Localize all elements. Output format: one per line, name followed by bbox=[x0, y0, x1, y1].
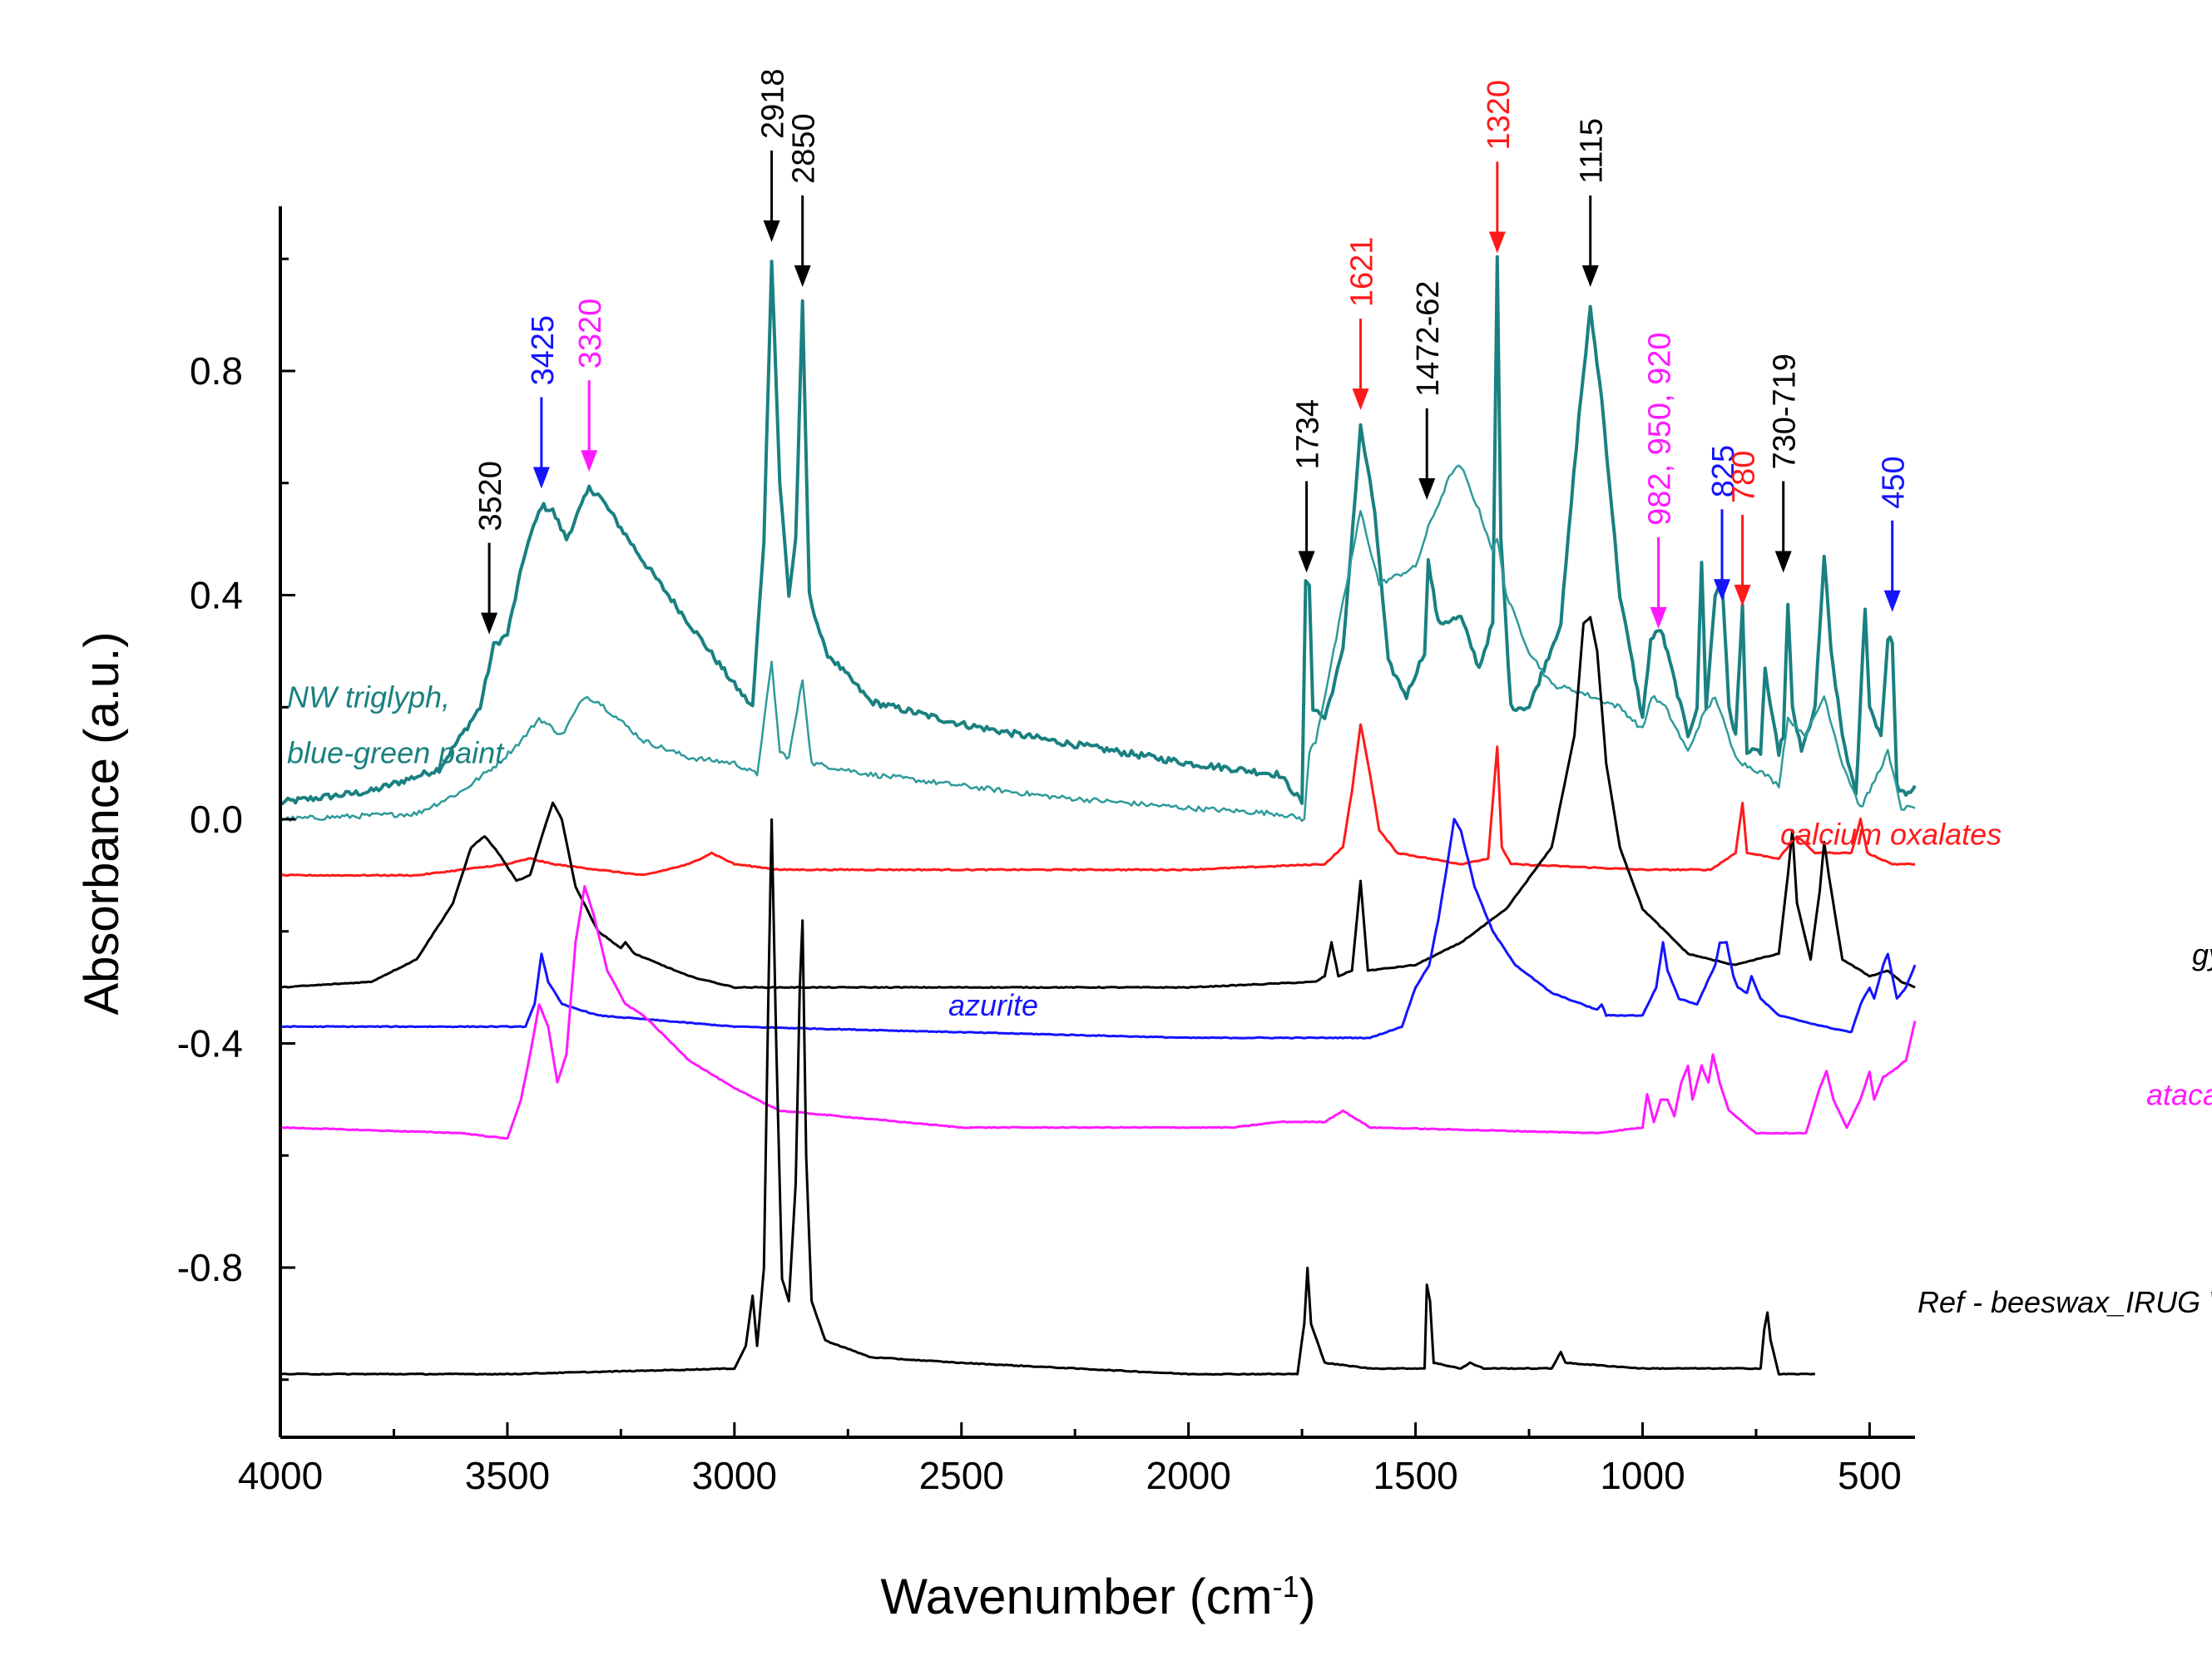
curve-label: atacamite bbox=[2146, 1078, 2212, 1112]
series-layer bbox=[279, 255, 1917, 1376]
annotation-arrow-head bbox=[581, 450, 598, 472]
curve-labels: calcium oxalates gypsum azurite atacamite Re… bbox=[287, 680, 2212, 1319]
peak-label: 2850 bbox=[787, 113, 822, 184]
curve-label: blue-green paint bbox=[287, 736, 505, 770]
annotation-arrow-head bbox=[1883, 590, 1901, 612]
series-line-2 bbox=[280, 723, 1916, 877]
peak-label: 1472-62 bbox=[1411, 280, 1446, 396]
peak-label: 450 bbox=[1877, 456, 1912, 508]
ticks: 4000 3500 3000 2500 2000 1500 1000 500 0.8 0.4 0.0… bbox=[177, 257, 1902, 1497]
annotation-arrow-head bbox=[1488, 231, 1506, 254]
x-tick-label: 500 bbox=[1838, 1454, 1902, 1497]
peak-label: 3425 bbox=[526, 315, 561, 386]
y-axis-title: Absorbance (a.u.) bbox=[75, 631, 129, 1015]
x-tick-label: 1000 bbox=[1600, 1454, 1685, 1497]
series-line-5 bbox=[280, 885, 1917, 1140]
annotation-arrow-head bbox=[1774, 551, 1792, 573]
x-axis-title-sup: -1 bbox=[1273, 1570, 1299, 1604]
curve-label: azurite bbox=[948, 988, 1038, 1022]
peak-label: 1734 bbox=[1291, 399, 1326, 470]
curve-label: calcium oxalates bbox=[1780, 817, 2002, 851]
y-tick-label: -0.4 bbox=[177, 1022, 243, 1065]
series-line-0 bbox=[279, 255, 1917, 805]
x-tick-label: 2500 bbox=[919, 1454, 1004, 1497]
x-tick-label: 4000 bbox=[238, 1454, 323, 1497]
series-line-6 bbox=[280, 818, 1815, 1376]
x-axis-title-main: Wavenumber (cm bbox=[880, 1569, 1272, 1624]
series-line-3 bbox=[280, 615, 1916, 990]
peak-label: 730-719 bbox=[1768, 353, 1803, 469]
annotation-arrow-head bbox=[1418, 477, 1436, 500]
x-tick-label: 3500 bbox=[465, 1454, 550, 1497]
annotation-arrow-head bbox=[1352, 388, 1369, 411]
series-line-4 bbox=[280, 818, 1917, 1040]
x-axis-title-close: ) bbox=[1299, 1569, 1316, 1624]
series-line-1 bbox=[280, 464, 1916, 823]
annotation-arrow-head bbox=[1650, 606, 1667, 629]
annotation-arrow-head bbox=[481, 612, 498, 635]
annotation-arrow-head bbox=[532, 467, 550, 489]
x-axis-title: Wavenumber (cm-1) bbox=[880, 1569, 1315, 1624]
peak-label: 780 bbox=[1727, 451, 1762, 503]
annotation-arrow-head bbox=[1734, 584, 1751, 606]
peak-label: 3520 bbox=[473, 461, 508, 531]
peak-label: 982, 950, 920 bbox=[1643, 332, 1678, 525]
y-tick-label: 0.8 bbox=[190, 349, 243, 393]
x-tick-label: 1500 bbox=[1373, 1454, 1457, 1497]
annotation-arrow-head bbox=[1581, 264, 1599, 287]
peak-label: 1115 bbox=[1575, 118, 1610, 184]
peak-label: 1320 bbox=[1482, 80, 1517, 151]
y-tick-label: 0.4 bbox=[190, 574, 243, 617]
annotation-arrow-head bbox=[1298, 551, 1315, 573]
annotation-arrow-head bbox=[763, 220, 780, 243]
peak-label: 2918 bbox=[756, 68, 791, 139]
curve-label: gypsum bbox=[2192, 937, 2212, 971]
curve-label: NW triglyph, bbox=[287, 680, 450, 714]
y-tick-label: -0.8 bbox=[177, 1246, 243, 1289]
peak-label: 1621 bbox=[1345, 237, 1380, 308]
x-tick-label: 3000 bbox=[692, 1454, 777, 1497]
curve-label: Ref - beeswax_IRUG WX07 bbox=[1918, 1285, 2212, 1319]
peak-label: 825 bbox=[1706, 445, 1741, 497]
y-tick-label: 0.0 bbox=[190, 798, 243, 841]
annotation-arrow-head bbox=[1714, 579, 1731, 601]
peak-label: 3320 bbox=[573, 299, 608, 369]
x-tick-label: 2000 bbox=[1146, 1454, 1230, 1497]
annotation-arrow-head bbox=[794, 264, 811, 287]
